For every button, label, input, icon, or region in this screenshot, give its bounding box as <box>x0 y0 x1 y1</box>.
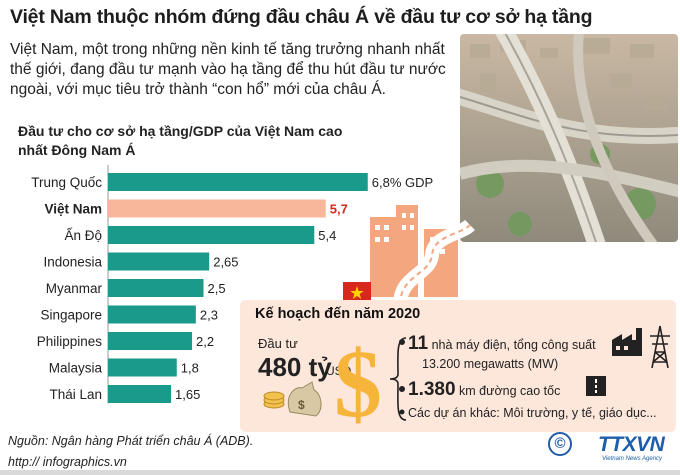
bar <box>108 226 315 244</box>
bar <box>108 199 326 218</box>
highway-icon <box>586 376 606 396</box>
invest-unit: USD <box>326 364 352 378</box>
bar-chart: Trung Quốc 6,8% GDP Việt Nam 5,7 Ấn Độ 5,4 Ind… <box>31 165 433 404</box>
bar <box>108 173 368 191</box>
city-road-illustration <box>370 205 475 305</box>
plan-item-highway-text: km đường cao tốc <box>459 384 561 398</box>
plan-item-power-number: 11 <box>408 333 429 354</box>
bar <box>108 385 172 403</box>
money-icon: $ $ <box>263 332 382 432</box>
value-label: 5,4 <box>318 228 336 243</box>
value-label: 2,3 <box>200 308 218 323</box>
bar <box>108 252 210 271</box>
category-label: Myanmar <box>46 281 103 296</box>
value-label: 6,8% GDP <box>372 175 433 190</box>
plan-title: Kế hoạch đến năm 2020 <box>255 306 421 322</box>
invest-label: Đầu tư <box>258 336 298 351</box>
value-label: 2,2 <box>196 334 214 349</box>
value-label: 1,8 <box>181 361 199 376</box>
bar <box>108 279 204 297</box>
svg-text:$: $ <box>334 332 382 432</box>
plan-item-highway: 1.380 km đường cao tốc <box>408 379 560 401</box>
plan-item-power-capacity: 13.200 megawatts (MW) <box>422 357 559 371</box>
brace-icon <box>389 337 407 421</box>
ttxvn-logo-subtitle: Vietnam News Agency <box>602 456 663 462</box>
value-label: 2,5 <box>208 281 226 296</box>
footer-band <box>0 470 680 475</box>
bar <box>108 358 177 377</box>
intro-text: Việt Nam, một trong những nền kinh tế tă… <box>10 41 446 98</box>
vietnam-flag-icon <box>343 282 371 302</box>
svg-text:$: $ <box>298 398 305 412</box>
value-label: 5,7 <box>330 202 348 217</box>
source-note: Nguồn: Ngân hàng Phát triển châu Á (ADB)… <box>8 434 254 448</box>
value-label: 2,65 <box>213 255 238 270</box>
plan-item-power-text: nhà máy điện, tổng công suất <box>431 338 596 352</box>
invest-value: 480 tỷ <box>258 352 332 382</box>
category-label: Thái Lan <box>49 387 102 402</box>
bar <box>108 332 193 350</box>
category-label: Indonesia <box>43 255 102 270</box>
plan-item-other: Các dự án khác: Môi trường, y tế, giáo d… <box>408 406 657 420</box>
ttxvn-logo: TTXVN <box>598 433 665 456</box>
plan-item-highway-number: 1.380 <box>408 379 456 400</box>
category-label: Philippines <box>37 334 103 349</box>
value-label: 1,65 <box>175 387 200 402</box>
category-label: Việt Nam <box>44 202 102 217</box>
bullet-dots <box>399 339 405 415</box>
website-link[interactable]: http:// infographics.vn <box>8 455 127 469</box>
category-label: Malaysia <box>49 361 103 376</box>
copyright-icon: © <box>548 432 572 456</box>
page-title: Việt Nam thuộc nhóm đứng đầu châu Á về đ… <box>10 6 593 28</box>
category-label: Ấn Độ <box>64 228 102 243</box>
power-tower-icon <box>650 325 670 369</box>
category-label: Singapore <box>40 308 102 323</box>
factory-icon <box>612 328 642 356</box>
chart-title: Đầu tư cho cơ sở hạ tầng/GDP của Việt Na… <box>18 123 343 158</box>
highway-photo <box>460 34 678 242</box>
bar <box>108 305 196 324</box>
category-label: Trung Quốc <box>31 175 102 190</box>
plan-item-power: 11 nhà máy điện, tổng công suất <box>408 333 596 355</box>
